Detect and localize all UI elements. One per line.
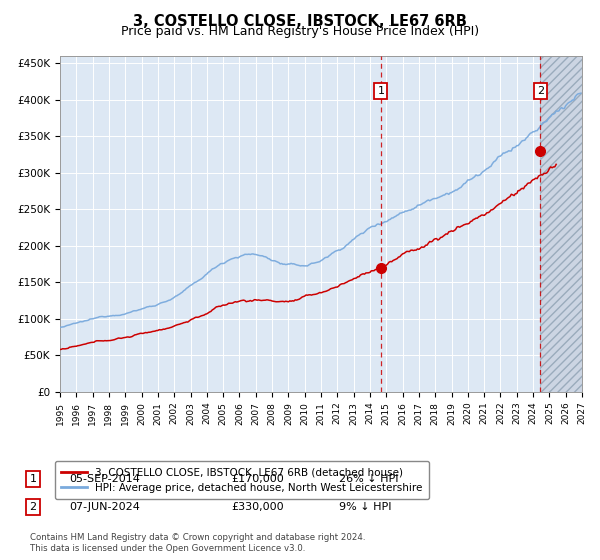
Text: £330,000: £330,000 xyxy=(231,502,284,512)
Text: 1: 1 xyxy=(377,86,385,96)
Text: 2: 2 xyxy=(536,86,544,96)
Text: Contains HM Land Registry data © Crown copyright and database right 2024.
This d: Contains HM Land Registry data © Crown c… xyxy=(30,533,365,553)
Text: 05-SEP-2014: 05-SEP-2014 xyxy=(69,474,140,484)
Text: 26% ↓ HPI: 26% ↓ HPI xyxy=(339,474,398,484)
Text: 07-JUN-2024: 07-JUN-2024 xyxy=(69,502,140,512)
Text: 3, COSTELLO CLOSE, IBSTOCK, LE67 6RB: 3, COSTELLO CLOSE, IBSTOCK, LE67 6RB xyxy=(133,14,467,29)
Text: 1: 1 xyxy=(29,474,37,484)
Bar xyxy=(540,56,582,392)
Text: 2: 2 xyxy=(29,502,37,512)
Legend: 3, COSTELLO CLOSE, IBSTOCK, LE67 6RB (detached house), HPI: Average price, detac: 3, COSTELLO CLOSE, IBSTOCK, LE67 6RB (de… xyxy=(55,461,429,499)
Text: 9% ↓ HPI: 9% ↓ HPI xyxy=(339,502,391,512)
Text: £170,000: £170,000 xyxy=(231,474,284,484)
Text: Price paid vs. HM Land Registry's House Price Index (HPI): Price paid vs. HM Land Registry's House … xyxy=(121,25,479,38)
